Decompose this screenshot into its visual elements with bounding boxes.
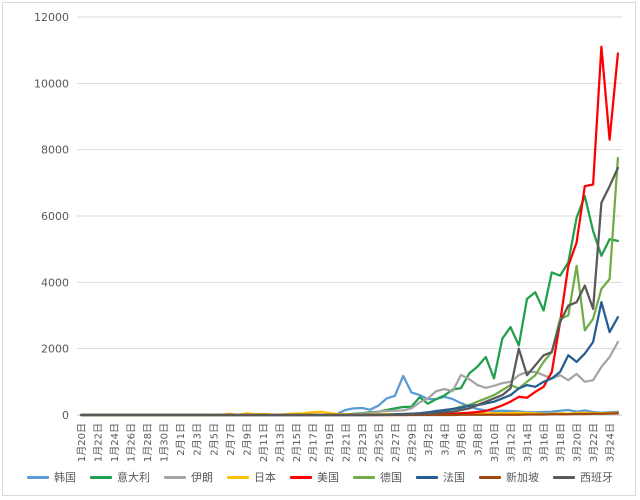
y-tick-label: 8000 [41,144,69,157]
legend-swatch [553,475,575,479]
legend-item: 日本 [227,469,276,485]
x-tick-label: 3月14日 [522,423,534,462]
x-tick-label: 1月24日 [109,423,121,462]
x-tick-label: 3月2日 [423,423,435,456]
x-tick-label: 1月28日 [142,423,154,462]
series-line-1 [79,194,620,417]
legend-swatch [290,475,312,479]
legend-swatch [27,475,49,479]
x-tick-label: 3月20日 [572,423,584,462]
series-line-0 [79,374,620,417]
x-tick-label: 1月20日 [76,423,88,462]
series-line-5 [79,156,620,417]
x-tick-label: 3月8日 [472,423,484,456]
x-tick-label: 3月16日 [539,423,551,462]
y-tick-label: 0 [62,409,69,422]
legend: 韩国 意大利 伊朗 日本 美国 德国 法国 新加坡 西班牙 [0,466,640,488]
x-tick-label: 2月17日 [307,423,319,462]
x-tick-label: 2月3日 [192,423,204,456]
legend-label: 法国 [443,471,465,484]
x-tick-label: 2月9日 [241,423,253,456]
legend-item: 德国 [353,469,402,485]
series-line-6 [79,301,620,417]
x-tick-label: 3月6日 [456,423,468,456]
x-tick-label: 3月18日 [555,423,567,462]
x-tick-label: 2月5日 [208,423,220,456]
x-tick-label: 2月23日 [357,423,369,462]
x-tick-label: 2月19日 [324,423,336,462]
x-tick-label: 3月10日 [489,423,501,462]
gridlines [77,16,622,350]
legend-label: 新加坡 [506,471,539,484]
legend-label: 日本 [254,471,276,484]
legend-swatch [90,475,112,479]
legend-swatch [416,475,438,479]
x-tick-label: 2月13日 [274,423,286,462]
x-tick-label: 2月15日 [291,423,303,462]
y-axis-tick-labels: 0 2000 4000 6000 8000 10000 12000 [34,11,69,422]
series-line-4 [79,45,620,417]
series-line-8 [79,166,620,417]
y-tick-label: 2000 [41,343,69,356]
y-tick-label: 6000 [41,210,69,223]
legend-label: 美国 [317,471,339,484]
x-tick-label: 3月12日 [506,423,518,462]
legend-item: 意大利 [90,469,150,485]
legend-item: 西班牙 [553,469,613,485]
legend-item: 韩国 [27,469,76,485]
legend-label: 意大利 [117,471,150,484]
legend-swatch [353,475,375,479]
y-tick-label: 10000 [34,77,69,90]
x-tick-label: 2月1日 [175,423,187,456]
legend-item: 伊朗 [164,469,213,485]
x-tick-label: 2月11日 [258,423,270,462]
legend-item: 美国 [290,469,339,485]
legend-label: 韩国 [54,471,76,484]
legend-swatch [479,475,501,479]
x-tick-label: 3月24日 [605,423,617,462]
x-tick-label: 2月7日 [225,423,237,456]
legend-swatch [164,475,186,479]
legend-label: 德国 [380,471,402,484]
x-axis-tick-labels: 1月20日 1月22日 1月24日 1月26日 1月28日 1月30日 2月1日 2月3日 2月… [76,423,616,462]
legend-label: 西班牙 [580,471,613,484]
x-tick-label: 1月30日 [159,423,171,462]
legend-item: 新加坡 [479,469,539,485]
x-tick-label: 2月27日 [390,423,402,462]
x-tick-label: 3月4日 [439,423,451,456]
y-tick-label: 4000 [41,276,69,289]
legend-item: 法国 [416,469,465,485]
x-tick-label: 2月25日 [373,423,385,462]
series-lines [79,45,620,417]
x-tick-label: 3月22日 [588,423,600,462]
x-tick-label: 2月21日 [340,423,352,462]
x-tick-label: 1月26日 [126,423,138,462]
y-tick-label: 12000 [34,11,69,24]
x-tick-label: 2月29日 [406,423,418,462]
series-line-2 [79,340,620,417]
legend-swatch [227,475,249,479]
legend-label: 伊朗 [191,471,213,484]
x-tick-label: 1月22日 [93,423,105,462]
